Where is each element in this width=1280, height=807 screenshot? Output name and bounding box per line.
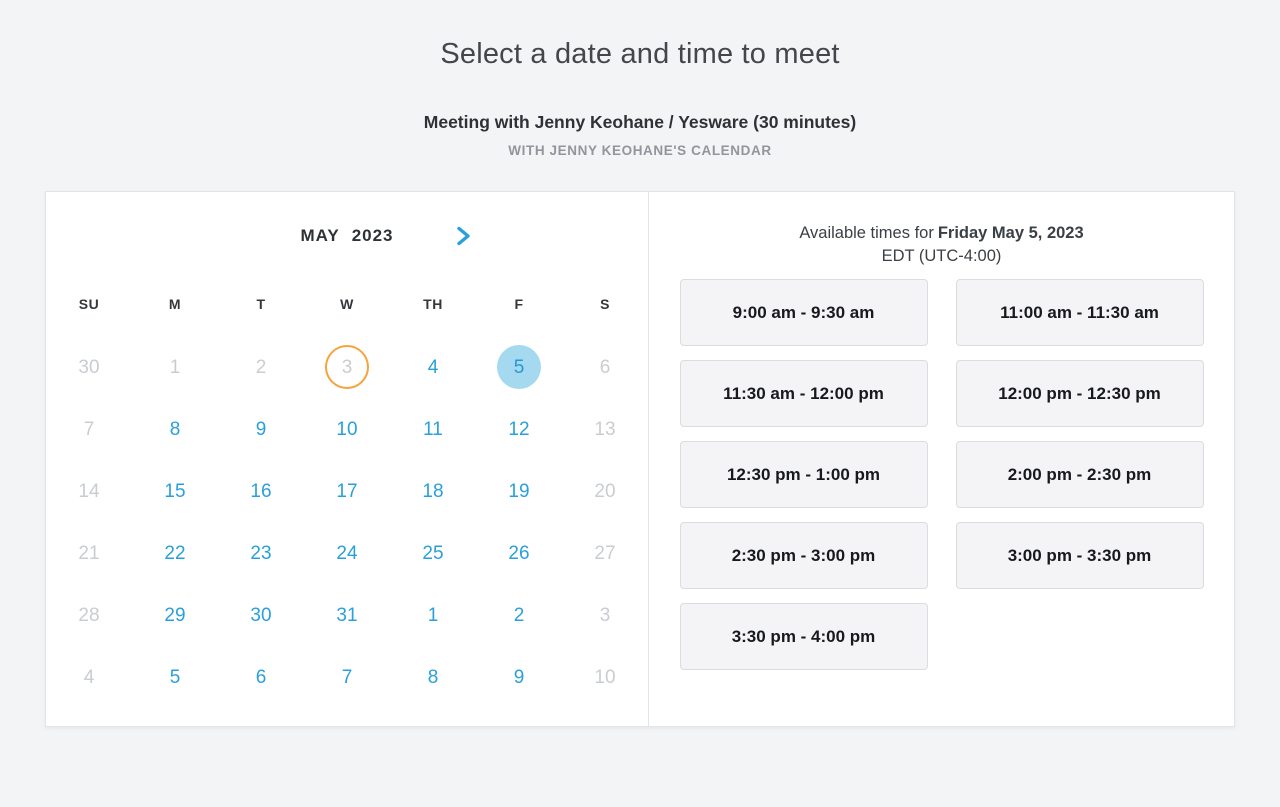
calendar-day: 27 bbox=[594, 542, 616, 564]
dow-friday: F bbox=[514, 296, 524, 312]
dow-monday: M bbox=[168, 296, 182, 312]
day-of-week-header-row: SU M T W TH F S bbox=[46, 284, 648, 324]
calendar-day[interactable]: 6 bbox=[255, 666, 267, 688]
calendar-day[interactable]: 16 bbox=[250, 480, 272, 502]
page-title: Select a date and time to meet bbox=[440, 38, 840, 70]
calendar-day[interactable]: 25 bbox=[422, 542, 444, 564]
calendar-panel: MAY 2023 SU M T W TH F S 30 1 2 bbox=[46, 192, 649, 726]
calendar-day[interactable]: 8 bbox=[427, 666, 439, 688]
calendar-day: 10 bbox=[594, 666, 616, 688]
calendar-day[interactable]: 24 bbox=[336, 542, 358, 564]
time-slot-grid: 9:00 am - 9:30 am 11:00 am - 11:30 am 11… bbox=[649, 279, 1234, 670]
available-times-prefix: Available times for bbox=[799, 224, 934, 242]
dow-wednesday: W bbox=[340, 296, 354, 312]
calendar-day[interactable]: 29 bbox=[164, 604, 186, 626]
available-times-header: Available times for Friday May 5, 2023 bbox=[649, 222, 1234, 245]
calendar-day[interactable]: 26 bbox=[508, 542, 530, 564]
scheduler-card: MAY 2023 SU M T W TH F S 30 1 2 bbox=[45, 191, 1235, 727]
calendar-day[interactable]: 17 bbox=[336, 480, 358, 502]
time-slot-button[interactable]: 2:00 pm - 2:30 pm bbox=[955, 441, 1204, 508]
available-times-panel: Available times for Friday May 5, 2023 ED… bbox=[649, 192, 1234, 726]
calendar-day[interactable]: 22 bbox=[164, 542, 186, 564]
calendar-day-today: 3 bbox=[325, 345, 369, 389]
calendar-day[interactable]: 11 bbox=[423, 418, 443, 440]
time-slot-button[interactable]: 2:30 pm - 3:00 pm bbox=[679, 522, 928, 589]
month-year-label: MAY 2023 bbox=[46, 216, 648, 256]
calendar-day: 20 bbox=[594, 480, 616, 502]
year-label: 2023 bbox=[351, 226, 394, 245]
next-month-button[interactable] bbox=[450, 223, 476, 249]
calendar-day: 30 bbox=[78, 356, 100, 378]
calendar-day-selected[interactable]: 5 bbox=[497, 345, 541, 389]
calendar-days-grid: 30 1 2 3 4 5 6 7 8 9 10 11 12 13 14 15 1… bbox=[46, 336, 648, 708]
calendar-day[interactable]: 31 bbox=[336, 604, 358, 626]
calendar-day[interactable]: 5 bbox=[169, 666, 181, 688]
calendar-day[interactable]: 15 bbox=[164, 480, 186, 502]
time-slot-button[interactable]: 12:00 pm - 12:30 pm bbox=[955, 360, 1204, 427]
time-slot-button[interactable]: 11:00 am - 11:30 am bbox=[955, 279, 1204, 346]
meeting-subtitle: Meeting with Jenny Keohane / Yesware (30… bbox=[423, 112, 857, 132]
calendar-header: MAY 2023 bbox=[46, 216, 648, 256]
time-slot-button[interactable]: 9:00 am - 9:30 am bbox=[679, 279, 928, 346]
time-slot-button[interactable]: 11:30 am - 12:00 pm bbox=[679, 360, 928, 427]
calendar-day: 7 bbox=[83, 418, 95, 440]
calendar-day: 14 bbox=[78, 480, 100, 502]
calendar-day: 1 bbox=[169, 356, 181, 378]
calendar-day[interactable]: 10 bbox=[336, 418, 358, 440]
calendar-day: 28 bbox=[78, 604, 100, 626]
calendar-day[interactable]: 4 bbox=[427, 356, 439, 378]
available-times-date: Friday May 5, 2023 bbox=[937, 224, 1084, 242]
calendar-day[interactable]: 2 bbox=[513, 604, 525, 626]
time-slot-button[interactable]: 12:30 pm - 1:00 pm bbox=[679, 441, 928, 508]
calendar-day: 4 bbox=[83, 666, 95, 688]
calendar-day: 21 bbox=[78, 542, 100, 564]
calendar-day[interactable]: 9 bbox=[255, 418, 267, 440]
calendar-day[interactable]: 12 bbox=[508, 418, 530, 440]
calendar-day[interactable]: 30 bbox=[250, 604, 272, 626]
calendar-owner-note: WITH JENNY KEOHANE'S CALENDAR bbox=[508, 143, 772, 158]
dow-sunday: SU bbox=[78, 296, 100, 312]
calendar-day: 13 bbox=[594, 418, 616, 440]
calendar-day[interactable]: 23 bbox=[250, 542, 272, 564]
month-label: MAY bbox=[300, 226, 340, 245]
dow-saturday: S bbox=[600, 296, 610, 312]
timezone-label: EDT (UTC-4:00) bbox=[881, 247, 1002, 265]
calendar-day[interactable]: 18 bbox=[422, 480, 444, 502]
calendar-day[interactable]: 8 bbox=[169, 418, 181, 440]
calendar-day[interactable]: 9 bbox=[513, 666, 525, 688]
calendar-day: 2 bbox=[255, 356, 267, 378]
chevron-right-icon bbox=[456, 226, 471, 246]
time-slot-button[interactable]: 3:00 pm - 3:30 pm bbox=[955, 522, 1204, 589]
calendar-day: 3 bbox=[599, 604, 611, 626]
dow-thursday: TH bbox=[423, 296, 443, 312]
calendar-day: 6 bbox=[599, 356, 611, 378]
dow-tuesday: T bbox=[256, 296, 266, 312]
time-slot-button[interactable]: 3:30 pm - 4:00 pm bbox=[679, 603, 928, 670]
calendar-day[interactable]: 19 bbox=[508, 480, 530, 502]
page-header: Select a date and time to meet Meeting w… bbox=[0, 0, 1280, 158]
calendar-day[interactable]: 1 bbox=[427, 604, 439, 626]
calendar-day[interactable]: 7 bbox=[341, 666, 353, 688]
